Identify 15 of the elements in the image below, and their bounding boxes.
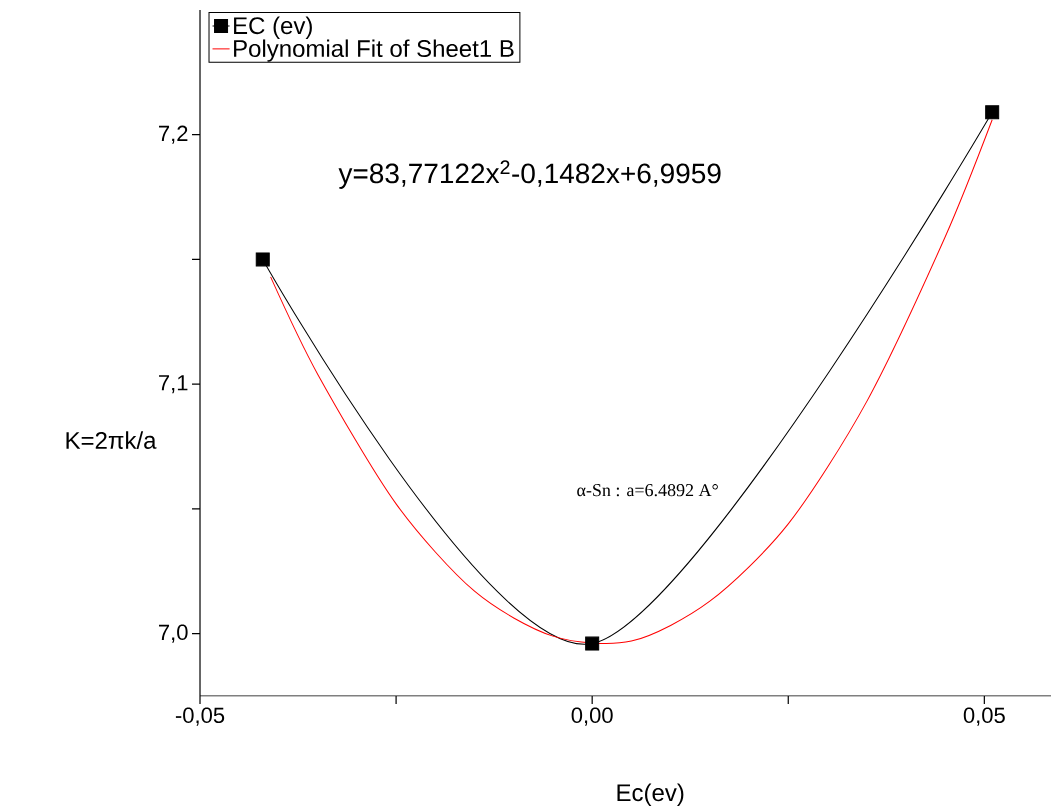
point	[255, 252, 270, 267]
annotation: y=83,77122x$^{2}$-0,1482x+6,9959	[338, 160, 721, 189]
x-tick-label: -0,05	[175, 707, 225, 726]
legend-label: Polynomial Fit of Sheet1 B	[234, 39, 514, 62]
y-tick-label: 7,1	[159, 375, 188, 394]
y-tick-label: 7,0	[159, 624, 188, 643]
x-axis-title: Ec(ev)	[617, 783, 684, 806]
point	[585, 636, 600, 651]
point	[985, 105, 1000, 120]
y-tick-label: 7,2	[159, 125, 188, 144]
annotation: α-Sn : a=6.4892 A°	[577, 484, 718, 497]
y-axis-title: K=2πk/a	[66, 431, 157, 449]
x-tick-label: 0,05	[963, 707, 1005, 726]
legend-label: EC (ev)	[234, 16, 312, 39]
x-tick-label: 0,00	[571, 707, 613, 726]
